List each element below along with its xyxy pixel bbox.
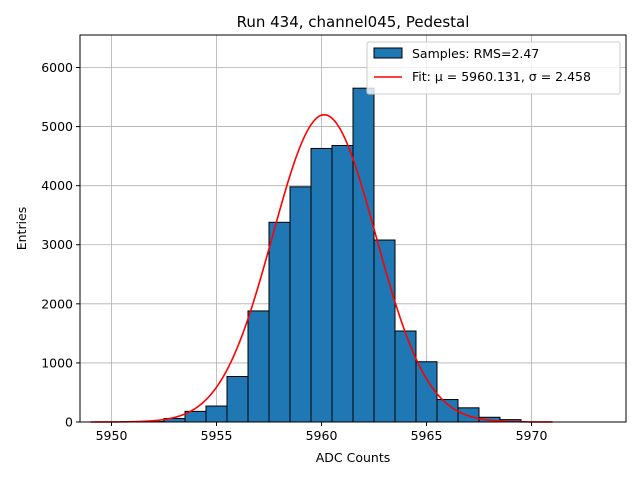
y-tick-label: 6000 xyxy=(41,60,73,75)
x-axis-label: ADC Counts xyxy=(316,450,391,465)
histogram-bar xyxy=(436,399,459,423)
x-tick-label: 5950 xyxy=(96,428,128,443)
y-tick-label: 3000 xyxy=(41,237,73,252)
histogram-bar xyxy=(289,186,312,423)
histogram-bar xyxy=(226,376,249,423)
histogram-bar xyxy=(205,405,228,423)
y-tick-label: 1000 xyxy=(41,355,73,370)
y-axis-label: Entries xyxy=(14,207,29,251)
histogram-bar xyxy=(310,147,333,423)
x-tick-label: 5970 xyxy=(516,428,548,443)
legend: Samples: RMS=2.47 Fit: μ = 5960.131, σ =… xyxy=(366,41,621,95)
fit-curve xyxy=(90,113,553,423)
legend-swatch-histogram xyxy=(373,47,403,59)
histogram-bar xyxy=(394,330,417,423)
chart-title: Run 434, channel045, Pedestal xyxy=(237,13,470,31)
fit-curve-layer xyxy=(90,113,553,423)
axis-ticks: 5950 5955 5960 5965 5970 0 1000 2000 3000 4000 500… xyxy=(41,60,547,443)
x-tick-label: 5955 xyxy=(201,428,233,443)
legend-label-histogram: Samples: RMS=2.47 xyxy=(412,46,539,61)
histogram-bar xyxy=(268,221,291,423)
y-tick-label: 2000 xyxy=(41,296,73,311)
histogram-bar xyxy=(352,87,375,423)
histogram-bars xyxy=(142,87,522,423)
histogram-bar xyxy=(457,407,480,423)
x-tick-label: 5960 xyxy=(306,428,338,443)
y-tick-label: 0 xyxy=(65,415,73,430)
legend-label-fit: Fit: μ = 5960.131, σ = 2.458 xyxy=(412,69,591,84)
legend-box xyxy=(366,41,621,95)
histogram-bar xyxy=(247,310,270,423)
plot-frame xyxy=(79,34,627,423)
y-tick-label: 4000 xyxy=(41,178,73,193)
histogram-bar xyxy=(331,144,354,423)
y-tick-label: 5000 xyxy=(41,119,73,134)
histogram-bar xyxy=(415,361,438,423)
x-tick-label: 5965 xyxy=(411,428,443,443)
